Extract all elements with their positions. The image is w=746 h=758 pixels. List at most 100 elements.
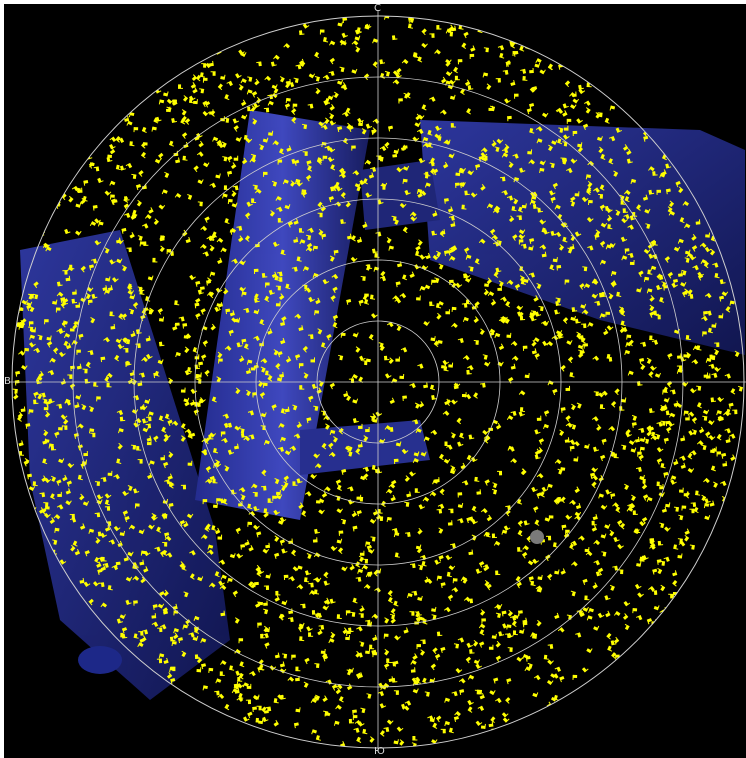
object-marker[interactable]	[421, 560, 428, 567]
object-marker[interactable]	[234, 648, 241, 655]
object-marker[interactable]	[264, 295, 271, 303]
object-marker[interactable]	[464, 190, 470, 196]
object-marker[interactable]	[571, 91, 577, 97]
object-marker[interactable]	[305, 246, 313, 253]
object-marker[interactable]	[253, 102, 260, 109]
object-marker[interactable]	[516, 655, 524, 662]
object-marker[interactable]	[536, 138, 543, 145]
object-marker[interactable]	[138, 528, 145, 535]
object-marker[interactable]	[320, 342, 327, 349]
object-marker[interactable]	[574, 318, 581, 324]
object-marker[interactable]	[535, 126, 543, 133]
object-marker[interactable]	[522, 545, 529, 552]
object-marker[interactable]	[284, 103, 291, 110]
object-marker[interactable]	[721, 290, 729, 297]
object-marker[interactable]	[346, 233, 353, 240]
object-marker[interactable]	[284, 449, 292, 456]
object-marker[interactable]	[728, 402, 734, 409]
object-marker[interactable]	[626, 158, 633, 164]
object-marker[interactable]	[597, 612, 605, 619]
object-marker[interactable]	[702, 331, 707, 337]
object-marker[interactable]	[352, 418, 359, 424]
object-marker[interactable]	[97, 568, 103, 575]
object-marker[interactable]	[448, 362, 454, 368]
object-marker[interactable]	[147, 440, 152, 446]
object-marker[interactable]	[342, 111, 349, 118]
object-marker[interactable]	[708, 418, 715, 426]
object-marker[interactable]	[283, 475, 290, 483]
object-marker[interactable]	[105, 276, 111, 282]
object-marker[interactable]	[360, 707, 366, 714]
object-marker[interactable]	[302, 345, 309, 353]
object-marker[interactable]	[90, 432, 96, 438]
object-marker[interactable]	[74, 402, 80, 409]
object-marker[interactable]	[469, 45, 476, 52]
object-marker[interactable]	[545, 535, 552, 541]
object-marker[interactable]	[356, 510, 362, 517]
object-marker[interactable]	[656, 481, 662, 487]
object-marker[interactable]	[454, 75, 460, 81]
object-marker[interactable]	[717, 395, 724, 403]
object-marker[interactable]	[235, 527, 242, 535]
object-marker[interactable]	[181, 132, 188, 139]
object-marker[interactable]	[197, 201, 203, 207]
object-marker[interactable]	[216, 351, 223, 359]
object-marker[interactable]	[202, 251, 209, 258]
object-marker[interactable]	[240, 99, 247, 107]
object-marker[interactable]	[107, 585, 114, 591]
object-marker[interactable]	[577, 142, 583, 148]
object-marker[interactable]	[407, 23, 414, 29]
object-marker[interactable]	[331, 436, 338, 443]
object-marker[interactable]	[594, 112, 601, 119]
object-marker[interactable]	[82, 500, 89, 506]
object-marker[interactable]	[193, 615, 200, 622]
object-marker[interactable]	[543, 423, 549, 430]
object-marker[interactable]	[352, 597, 359, 604]
object-marker[interactable]	[460, 462, 466, 470]
object-marker[interactable]	[152, 604, 158, 611]
object-marker[interactable]	[254, 564, 261, 572]
object-marker[interactable]	[508, 376, 514, 384]
object-marker[interactable]	[350, 255, 358, 263]
object-marker[interactable]	[712, 262, 719, 268]
object-marker[interactable]	[42, 429, 49, 437]
object-marker[interactable]	[417, 56, 423, 63]
object-marker[interactable]	[378, 344, 385, 351]
object-marker[interactable]	[620, 320, 627, 327]
object-marker[interactable]	[208, 582, 216, 589]
object-marker[interactable]	[569, 372, 575, 378]
object-marker[interactable]	[424, 691, 430, 697]
object-marker[interactable]	[100, 356, 106, 363]
object-marker[interactable]	[88, 528, 95, 535]
object-marker[interactable]	[352, 525, 358, 532]
object-marker[interactable]	[220, 247, 227, 254]
object-marker[interactable]	[423, 382, 429, 389]
object-marker[interactable]	[401, 58, 409, 65]
object-marker[interactable]	[496, 470, 503, 476]
object-marker[interactable]	[582, 266, 588, 272]
object-marker[interactable]	[234, 443, 240, 450]
object-marker[interactable]	[691, 416, 698, 424]
object-marker[interactable]	[329, 119, 337, 126]
object-marker[interactable]	[643, 276, 650, 283]
object-marker[interactable]	[156, 526, 162, 533]
object-marker[interactable]	[214, 306, 221, 312]
object-marker[interactable]	[689, 544, 695, 550]
object-marker[interactable]	[482, 288, 489, 296]
object-marker[interactable]	[89, 317, 96, 324]
object-marker[interactable]	[243, 343, 250, 350]
object-marker[interactable]	[328, 70, 335, 77]
object-marker[interactable]	[595, 424, 602, 431]
object-marker[interactable]	[361, 221, 368, 229]
object-marker[interactable]	[451, 587, 459, 593]
object-marker[interactable]	[617, 519, 623, 527]
object-marker[interactable]	[398, 98, 403, 104]
object-marker[interactable]	[44, 319, 49, 325]
object-marker[interactable]	[313, 577, 320, 584]
object-marker[interactable]	[252, 184, 258, 190]
object-marker[interactable]	[557, 244, 565, 251]
object-marker[interactable]	[272, 140, 280, 147]
object-marker[interactable]	[623, 600, 631, 607]
object-marker[interactable]	[313, 452, 320, 459]
object-marker[interactable]	[345, 122, 352, 130]
